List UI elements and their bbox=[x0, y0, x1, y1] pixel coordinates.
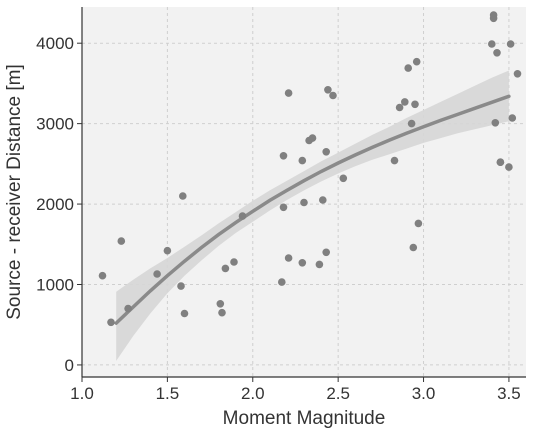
data-point bbox=[409, 243, 418, 252]
data-point bbox=[298, 259, 307, 267]
data-point bbox=[489, 11, 498, 19]
x-tick-label: 1.0 bbox=[70, 384, 94, 403]
data-points bbox=[98, 11, 522, 327]
data-point bbox=[98, 271, 107, 280]
x-tick-label: 3.5 bbox=[497, 384, 521, 403]
data-point bbox=[339, 174, 348, 183]
data-point bbox=[496, 158, 505, 166]
x-tick-label: 2.0 bbox=[241, 384, 265, 403]
data-point bbox=[505, 163, 513, 171]
data-point bbox=[218, 308, 226, 317]
y-tick-label: 4000 bbox=[36, 34, 74, 53]
data-point bbox=[279, 203, 288, 212]
y-tick-label: 1000 bbox=[36, 276, 74, 295]
data-point bbox=[401, 98, 409, 106]
axes bbox=[81, 7, 526, 378]
data-point bbox=[163, 246, 172, 255]
data-point bbox=[153, 270, 161, 278]
data-point bbox=[216, 300, 225, 308]
data-point bbox=[298, 156, 307, 165]
y-axis-label: Source - receiver Distance [m] bbox=[4, 64, 25, 320]
confidence-band bbox=[116, 70, 509, 361]
y-ticks: 0 1000 2000 3000 4000 bbox=[36, 34, 82, 375]
data-point bbox=[278, 278, 286, 286]
data-point bbox=[279, 152, 288, 160]
data-point bbox=[124, 304, 132, 313]
data-point bbox=[319, 196, 327, 204]
data-point bbox=[221, 264, 230, 273]
data-point bbox=[117, 237, 126, 245]
data-point bbox=[230, 258, 238, 266]
confidence-band-layer bbox=[116, 70, 509, 361]
data-point bbox=[411, 100, 419, 109]
data-point bbox=[488, 40, 496, 48]
data-point bbox=[506, 40, 515, 48]
data-point bbox=[322, 148, 331, 156]
data-point bbox=[315, 260, 324, 269]
x-ticks: 1.0 1.5 2.0 2.5 3.0 3.5 bbox=[70, 377, 521, 403]
y-tick-label: 2000 bbox=[36, 195, 74, 214]
y-tick-label: 0 bbox=[65, 356, 74, 375]
data-point bbox=[238, 212, 247, 220]
x-tick-label: 2.5 bbox=[326, 384, 350, 403]
data-point bbox=[179, 192, 187, 200]
data-point bbox=[412, 57, 421, 66]
y-tick-label: 3000 bbox=[36, 115, 74, 134]
data-point bbox=[284, 89, 293, 97]
data-point bbox=[414, 219, 423, 228]
data-point bbox=[324, 86, 332, 94]
data-point bbox=[300, 198, 308, 207]
data-point bbox=[308, 134, 317, 142]
data-point bbox=[404, 64, 413, 72]
x-tick-label: 3.0 bbox=[412, 384, 436, 403]
data-point bbox=[177, 282, 185, 290]
data-point bbox=[508, 114, 517, 122]
data-point bbox=[390, 156, 399, 165]
x-tick-label: 1.5 bbox=[156, 384, 180, 403]
x-axis-label: Moment Magnitude bbox=[223, 408, 386, 429]
fit-line-layer bbox=[114, 94, 511, 325]
data-point bbox=[329, 91, 337, 100]
data-point bbox=[284, 254, 293, 262]
data-point bbox=[407, 119, 416, 128]
data-point bbox=[513, 70, 522, 78]
data-point bbox=[180, 309, 189, 318]
grid bbox=[81, 7, 526, 377]
data-point bbox=[395, 103, 404, 112]
fit-line bbox=[114, 94, 511, 325]
data-point bbox=[322, 248, 331, 257]
data-point bbox=[491, 119, 500, 127]
plot-background bbox=[82, 7, 526, 377]
data-point bbox=[107, 318, 115, 327]
data-point bbox=[493, 49, 501, 57]
